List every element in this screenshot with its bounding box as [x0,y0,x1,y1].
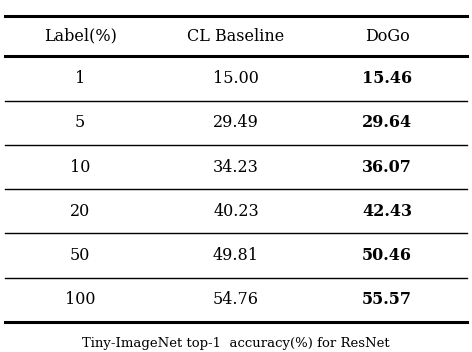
Text: 36.07: 36.07 [362,158,412,176]
Text: Tiny-ImageNet top-1  accuracy(%) for ResNet: Tiny-ImageNet top-1 accuracy(%) for ResN… [82,337,390,350]
Text: 40.23: 40.23 [213,203,259,220]
Text: CL Baseline: CL Baseline [187,27,285,45]
Text: 5: 5 [75,114,85,131]
Text: 10: 10 [70,158,91,176]
Text: DoGo: DoGo [365,27,409,45]
Text: Label(%): Label(%) [44,27,117,45]
Text: 29.49: 29.49 [213,114,259,131]
Text: 54.76: 54.76 [213,291,259,308]
Text: 50.46: 50.46 [362,247,412,264]
Text: 49.81: 49.81 [213,247,259,264]
Text: 15.00: 15.00 [213,70,259,87]
Text: 34.23: 34.23 [213,158,259,176]
Text: 1: 1 [75,70,85,87]
Text: 29.64: 29.64 [362,114,412,131]
Text: 15.46: 15.46 [362,70,412,87]
Text: 55.57: 55.57 [362,291,412,308]
Text: 20: 20 [70,203,90,220]
Text: 42.43: 42.43 [362,203,412,220]
Text: 100: 100 [65,291,95,308]
Text: 50: 50 [70,247,91,264]
